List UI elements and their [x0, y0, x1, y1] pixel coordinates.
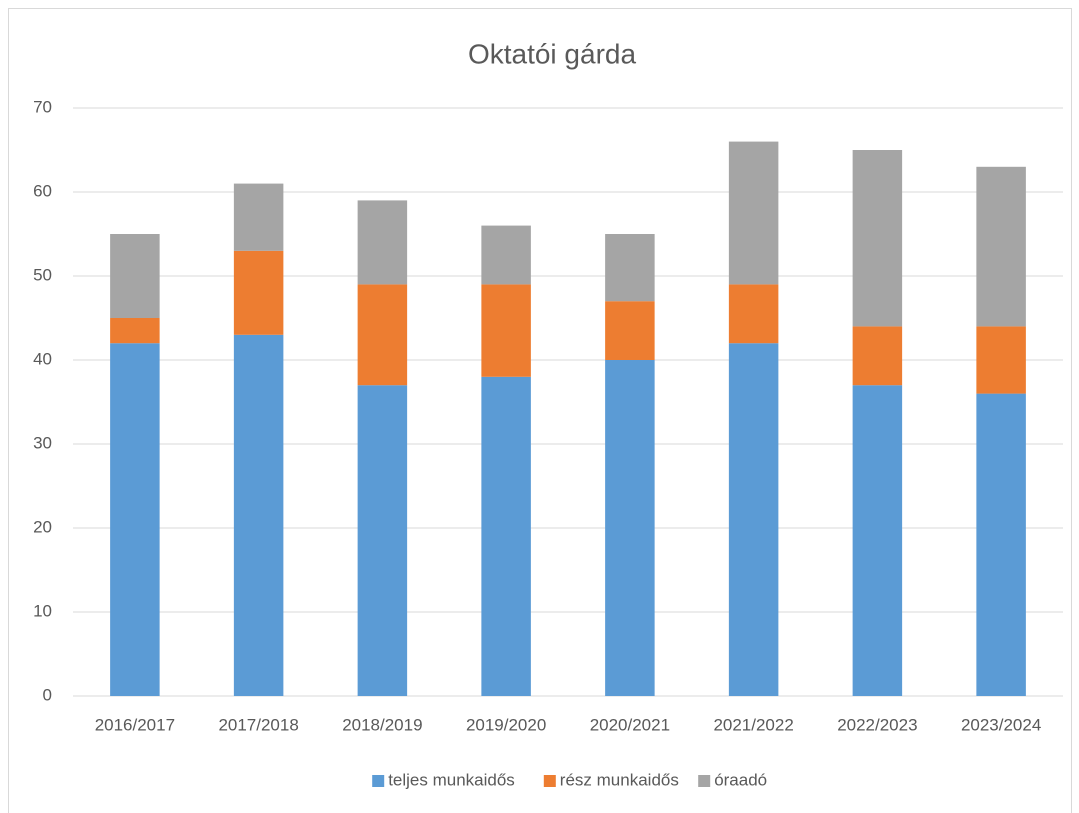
bar	[110, 318, 160, 344]
bar	[728, 284, 779, 344]
bar	[852, 385, 903, 696]
x-tick-label: 2019/2020	[466, 715, 546, 734]
chart-title: Oktatói gárda	[468, 38, 637, 69]
y-tick-label: 10	[33, 601, 52, 620]
bar	[976, 326, 1026, 394]
y-tick-label: 60	[33, 181, 52, 200]
x-tick-label: 2021/2022	[713, 715, 793, 734]
chart-frame	[8, 8, 1072, 813]
bar	[605, 234, 655, 302]
x-tick-label: 2022/2023	[837, 715, 917, 734]
legend-swatch	[372, 775, 385, 787]
x-tick-label: 2018/2019	[342, 715, 422, 734]
x-tick-label: 2017/2018	[218, 715, 298, 734]
bar	[233, 334, 284, 696]
bar	[481, 225, 531, 285]
bar	[110, 343, 160, 696]
x-tick-label: 2020/2021	[590, 715, 670, 734]
bar	[357, 284, 408, 386]
bar	[852, 150, 903, 327]
bar	[481, 284, 531, 377]
legend-label: teljes munkaidős	[388, 770, 515, 789]
legend-swatch	[698, 775, 711, 787]
legend-swatch	[543, 775, 556, 787]
y-tick-label: 70	[33, 97, 52, 116]
bar	[976, 393, 1026, 696]
bar	[976, 166, 1026, 327]
bar	[605, 301, 655, 360]
x-tick-label: 2016/2017	[95, 715, 175, 734]
y-tick-label: 20	[33, 517, 52, 536]
y-tick-label: 40	[33, 349, 52, 368]
bar	[728, 343, 779, 696]
bar	[233, 183, 284, 251]
bar	[481, 376, 531, 696]
x-tick-label: 2023/2024	[961, 715, 1041, 734]
y-tick-label: 0	[43, 685, 52, 704]
legend-label: óraadó	[714, 770, 767, 789]
bar	[357, 200, 408, 285]
legend-label: rész munkaidős	[560, 770, 679, 789]
bar	[728, 141, 779, 285]
bar	[605, 360, 655, 696]
bar	[852, 326, 903, 386]
bar	[357, 385, 408, 696]
bar	[233, 250, 284, 335]
bar	[110, 234, 160, 318]
y-tick-label: 30	[33, 433, 52, 452]
y-tick-label: 50	[33, 265, 52, 284]
